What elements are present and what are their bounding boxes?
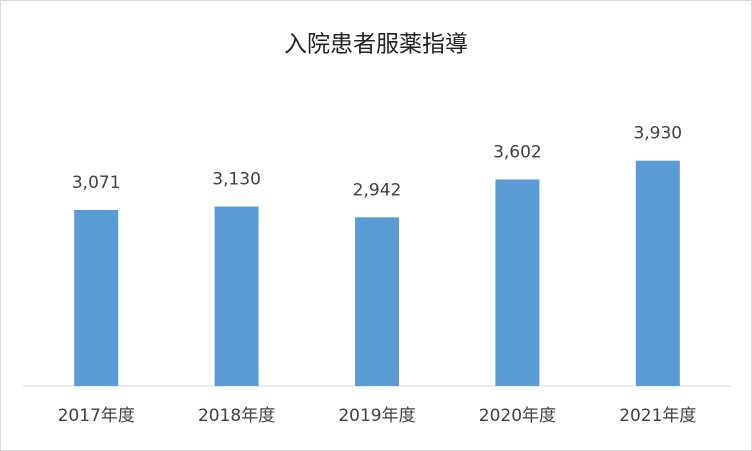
x-tick-label: 2021年度 <box>619 406 696 426</box>
x-tick-label: 2017年度 <box>58 406 135 426</box>
bar <box>214 206 259 386</box>
x-tick-label: 2018年度 <box>198 406 275 426</box>
value-label: 3,602 <box>493 142 542 162</box>
bar <box>495 179 540 386</box>
value-label: 3,130 <box>212 170 261 190</box>
bar <box>635 160 680 386</box>
x-tick-label: 2020年度 <box>479 406 556 426</box>
chart-title: 入院患者服薬指導 <box>284 32 468 58</box>
bar <box>355 217 399 386</box>
value-label: 2,942 <box>353 180 402 200</box>
value-label: 3,930 <box>633 124 682 144</box>
value-label: 3,071 <box>72 173 121 193</box>
x-tick-label: 2019年度 <box>338 406 415 426</box>
bar <box>74 209 119 386</box>
